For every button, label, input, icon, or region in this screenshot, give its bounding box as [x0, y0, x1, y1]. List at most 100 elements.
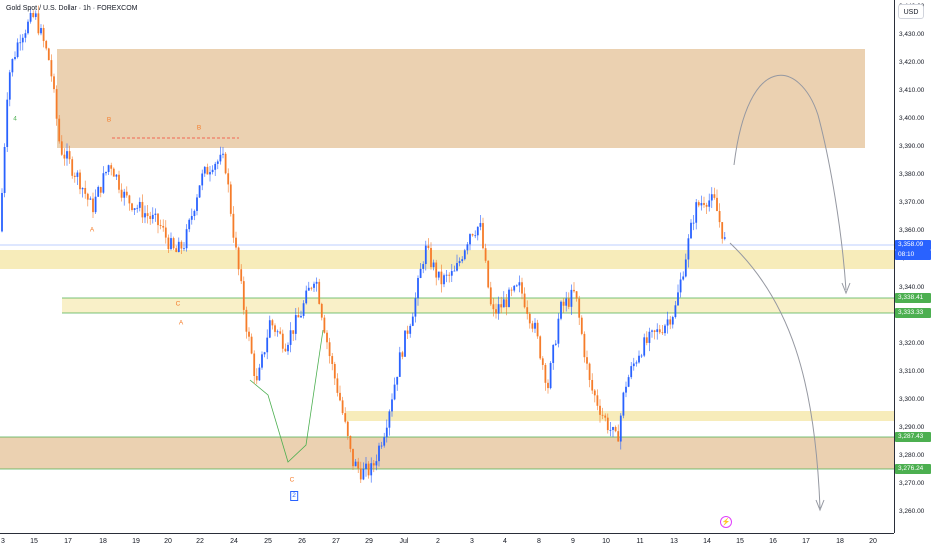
candle-body: [448, 274, 451, 276]
candle-body: [554, 343, 557, 345]
candle-body: [560, 301, 562, 319]
candle-body: [505, 299, 508, 308]
level-label-3: 3,287.43: [895, 432, 931, 442]
time-tick-label: 29: [365, 538, 373, 545]
candle-body: [489, 287, 492, 305]
price-axis[interactable]: 3,440.003,430.003,420.003,410.003,400.00…: [894, 0, 932, 533]
candle-body: [76, 172, 79, 177]
candle-body: [167, 237, 170, 250]
price-chart[interactable]: [0, 0, 894, 533]
candle-body: [209, 172, 211, 175]
candle-body: [86, 193, 89, 200]
candle-body: [21, 37, 24, 43]
candle-body: [515, 285, 518, 287]
wave-label-c-upper: C: [175, 300, 181, 308]
candle-body: [443, 275, 445, 285]
candle-body: [229, 184, 232, 214]
candle-body: [604, 415, 607, 418]
price-tick-label: 3,380.00: [899, 171, 925, 179]
candle-body: [320, 303, 323, 318]
candle-body: [310, 287, 313, 289]
candle-body: [45, 41, 48, 49]
candle-body: [536, 322, 539, 337]
candle-body: [97, 186, 100, 197]
candle-body: [362, 468, 365, 480]
candle-body: [281, 333, 284, 349]
candle-body: [84, 187, 87, 194]
candle-body: [664, 325, 666, 334]
projection-path-upper: [733, 74, 847, 291]
candle-body: [175, 248, 178, 253]
projection-path-lower: [729, 242, 821, 509]
candle-body: [255, 376, 258, 381]
time-tick-label: 26: [298, 538, 306, 545]
candle-body: [380, 445, 383, 447]
candle-body: [440, 271, 443, 285]
candle-body: [588, 363, 591, 380]
time-tick-label: 16: [769, 538, 777, 545]
candle-body: [497, 304, 500, 314]
candle-body: [677, 292, 679, 306]
candle-body: [404, 330, 406, 357]
time-tick-label: 13: [670, 538, 678, 545]
level-label-2: 3,333.33: [895, 308, 931, 318]
candle-body: [492, 304, 495, 310]
candle-body: [297, 315, 300, 318]
current-price-label: 3,358.09: [895, 240, 931, 250]
candle-body: [326, 332, 328, 343]
candle-body: [453, 270, 456, 272]
candle-body: [211, 169, 214, 173]
candle-body: [66, 151, 68, 159]
candle-body: [102, 173, 105, 193]
price-tick-label: 3,320.00: [899, 339, 925, 347]
candle-body: [8, 72, 11, 100]
candle-body: [214, 163, 217, 170]
time-axis[interactable]: 3 15 17 18 19 20 22 24 25 26 27 29 Jul 2 3 4 8 9 10 11 13 14 1…: [0, 533, 894, 551]
time-tick-label: 11: [636, 538, 644, 545]
candle-body: [1, 192, 3, 232]
candle-body: [534, 322, 536, 329]
candle-body: [19, 42, 22, 44]
candle-body: [632, 363, 635, 367]
time-tick-label: 17: [64, 538, 72, 545]
candle-body: [697, 202, 700, 206]
candle-body: [414, 298, 417, 317]
candle-body: [703, 203, 705, 205]
candle-body: [323, 317, 326, 333]
candle-body: [591, 379, 594, 391]
candle-body: [409, 325, 412, 334]
candle-body: [131, 203, 133, 210]
currency-button[interactable]: USD: [898, 4, 924, 19]
candle-body: [339, 392, 341, 401]
candle-body: [596, 395, 599, 406]
candle-body: [141, 201, 144, 218]
candle-body: [612, 427, 614, 430]
candle-body: [248, 331, 250, 337]
candle-body: [502, 299, 505, 308]
candle-body: [245, 309, 248, 332]
time-tick-label: 25: [264, 538, 272, 545]
time-tick-label: 22: [196, 538, 204, 545]
lightning-icon[interactable]: ⚡: [720, 516, 732, 528]
candle-body: [50, 60, 53, 77]
time-tick-label: Jul: [399, 538, 409, 545]
candle-body: [713, 194, 716, 198]
candle-body: [3, 147, 6, 193]
time-tick-label: 15: [736, 538, 744, 545]
candle-body: [203, 166, 206, 174]
candle-body: [201, 173, 204, 186]
candle-body: [315, 281, 318, 284]
candle-body: [513, 285, 516, 291]
candle-body: [63, 154, 66, 159]
candle-body: [261, 354, 263, 368]
candle-body: [53, 76, 55, 90]
chart-plot-area[interactable]: Gold Spot / U.S. Dollar · 1h · FOREXCOM …: [0, 0, 894, 533]
candle-body: [253, 353, 256, 377]
candle-body: [656, 329, 659, 332]
candle-body: [42, 28, 45, 42]
candle-body: [638, 355, 640, 363]
candle-body: [684, 259, 687, 277]
candle-body: [365, 463, 367, 469]
candle-body: [123, 191, 126, 198]
candle-body: [58, 118, 61, 142]
